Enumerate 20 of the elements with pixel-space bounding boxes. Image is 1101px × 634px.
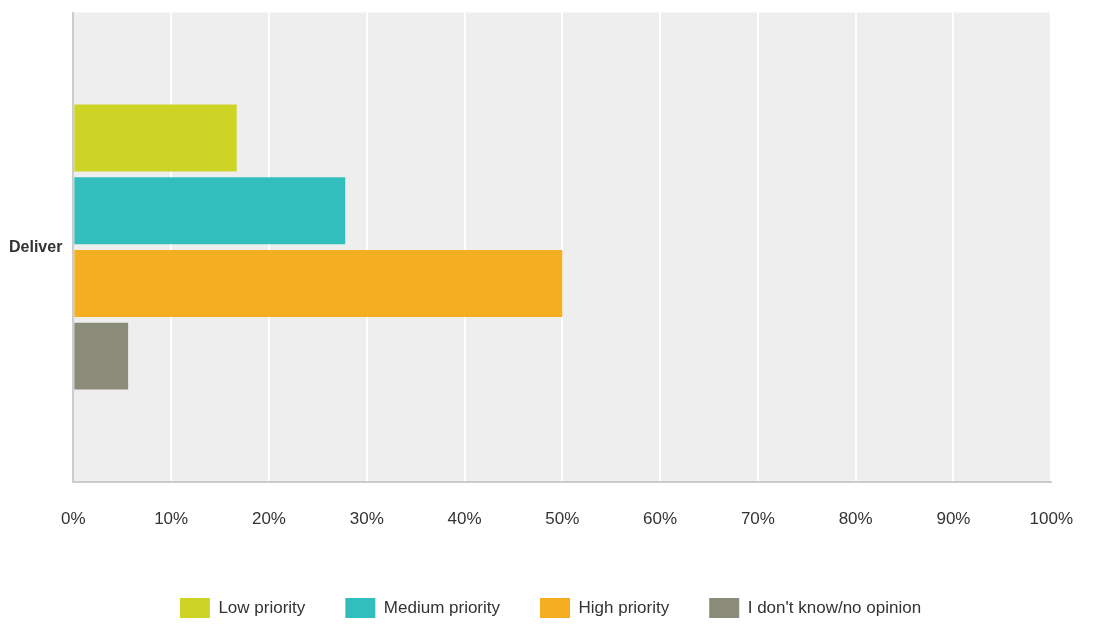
x-tick-label: 100%: [1029, 509, 1073, 529]
bar: [74, 104, 237, 172]
x-tick-label: 70%: [740, 509, 775, 529]
bar: [74, 250, 563, 317]
x-tick-label: 10%: [154, 509, 189, 529]
legend-label: Medium priority: [383, 597, 501, 617]
x-tick-label: 80%: [838, 509, 873, 529]
x-tick-label: 0%: [61, 509, 86, 529]
legend-label: I don't know/no opinion: [747, 597, 922, 617]
x-tick-label: 20%: [251, 509, 286, 529]
bar: [74, 322, 129, 390]
y-tick-label: Deliver: [8, 237, 63, 255]
x-tick-label: 50%: [545, 509, 580, 529]
legend-label: High priority: [578, 597, 670, 617]
x-tick-label: 40%: [447, 509, 482, 529]
x-tick-label: 60%: [643, 509, 678, 529]
bar: [74, 177, 346, 245]
legend-label: Low priority: [218, 597, 306, 617]
x-tick-label: 30%: [349, 509, 384, 529]
x-tick-label: 90%: [936, 509, 971, 529]
